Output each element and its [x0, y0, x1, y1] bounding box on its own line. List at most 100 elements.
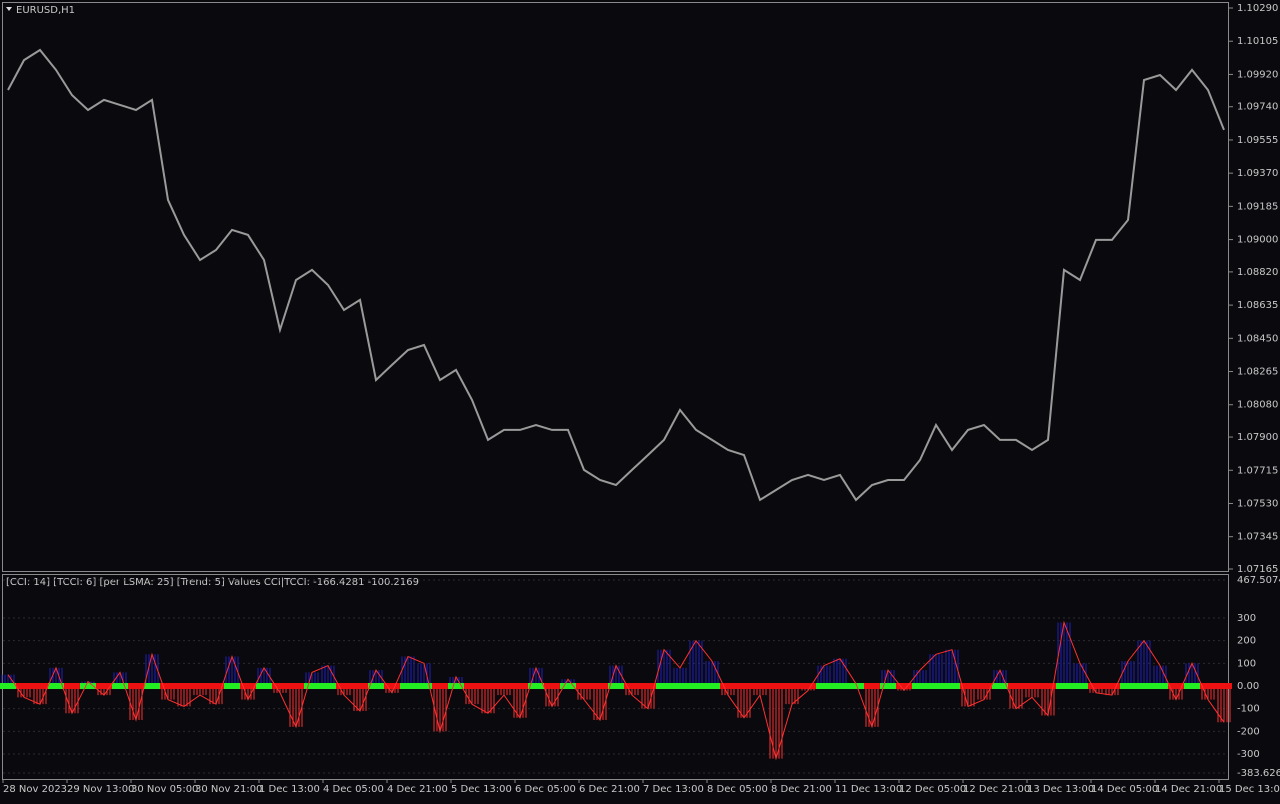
x-tick-label: 29 Nov 13:00	[67, 784, 134, 795]
trend-segment	[336, 683, 352, 690]
trend-segment	[1008, 683, 1024, 690]
trend-segment	[128, 683, 144, 690]
trend-segment	[464, 683, 480, 690]
trend-segment	[64, 683, 80, 690]
trend-segment	[80, 683, 96, 690]
trend-segment	[752, 683, 768, 690]
x-tick-label: 30 Nov 05:00	[131, 784, 198, 795]
trend-segment	[208, 683, 224, 690]
trend-segment	[992, 683, 1008, 690]
trend-segment	[880, 683, 896, 690]
x-tick-label: 13 Dec 13:00	[1027, 784, 1094, 795]
trend-segment	[1104, 683, 1120, 690]
y-tick-label: 467.5074	[1237, 575, 1280, 586]
trend-segment	[1056, 683, 1072, 690]
x-tick-label: 8 Dec 05:00	[707, 784, 768, 795]
x-tick-label: 7 Dec 13:00	[643, 784, 704, 795]
trend-segment	[352, 683, 368, 690]
trend-segment	[224, 683, 240, 690]
trend-segment	[16, 683, 32, 690]
trend-segment	[544, 683, 560, 690]
trend-segment	[272, 683, 288, 690]
trend-segment	[864, 683, 880, 690]
y-tick-label: 1.09185	[1237, 201, 1278, 212]
trend-segment	[1168, 683, 1184, 690]
trend-segment	[720, 683, 736, 690]
x-tick-label: 1 Dec 13:00	[259, 784, 320, 795]
y-tick-label: 1.08265	[1237, 367, 1278, 378]
trend-segment	[96, 683, 112, 690]
trend-segment	[608, 683, 624, 690]
trend-segment	[1184, 683, 1200, 690]
y-tick-label: -300	[1237, 749, 1260, 760]
trend-segment	[144, 683, 160, 690]
y-tick-label: 100	[1237, 658, 1256, 669]
trend-segment	[448, 683, 464, 690]
trend-segment	[480, 683, 496, 690]
y-tick-label: 1.08635	[1237, 300, 1278, 311]
x-tick-label: 12 Dec 21:00	[963, 784, 1030, 795]
x-tick-label: 30 Nov 21:00	[195, 784, 262, 795]
y-tick-label: 1.09740	[1237, 102, 1278, 113]
trend-segment	[560, 683, 576, 690]
trend-segment	[416, 683, 432, 690]
y-tick-label: 300	[1237, 613, 1256, 624]
y-tick-label: 1.07345	[1237, 532, 1278, 543]
y-tick-label: 0.00	[1237, 681, 1259, 692]
trend-segment	[1152, 683, 1168, 690]
y-tick-label: 1.10105	[1237, 36, 1278, 47]
price-line	[7, 48, 1225, 502]
trend-segment	[576, 683, 592, 690]
trend-segment	[432, 683, 448, 690]
trend-segment	[592, 683, 608, 690]
x-tick-label: 8 Dec 21:00	[771, 784, 832, 795]
y-tick-label: -200	[1237, 726, 1260, 737]
price-panel	[2, 2, 1229, 572]
trend-segment	[400, 683, 416, 690]
trend-segment	[688, 683, 704, 690]
x-tick-label: 4 Dec 05:00	[323, 784, 384, 795]
cci-line	[7, 620, 1225, 761]
y-tick-label: 1.07715	[1237, 465, 1278, 476]
indicator-title: [CCI: 14] [TCCI: 6] [per LSMA: 25] [Tren…	[6, 577, 419, 588]
x-tick-label: 15 Dec 13:00	[1219, 784, 1280, 795]
y-tick-label: 1.09920	[1237, 69, 1278, 80]
trend-segment	[672, 683, 688, 690]
trend-segment	[704, 683, 720, 690]
trend-segment	[512, 683, 528, 690]
trend-segment	[896, 683, 912, 690]
y-tick-label: 1.09000	[1237, 235, 1278, 246]
y-tick-label: 1.07530	[1237, 498, 1278, 509]
trend-segment	[912, 683, 928, 690]
y-tick-label: -100	[1237, 704, 1260, 715]
trend-segment	[192, 683, 208, 690]
trend-segment	[48, 683, 64, 690]
trend-segment	[528, 683, 544, 690]
y-tick-label: 1.08450	[1237, 333, 1278, 344]
trend-segment	[944, 683, 960, 690]
trend-segment	[800, 683, 816, 690]
x-tick-label: 12 Dec 05:00	[899, 784, 966, 795]
dropdown-icon[interactable]	[6, 7, 12, 11]
trend-segment	[1136, 683, 1152, 690]
x-tick-label: 14 Dec 21:00	[1155, 784, 1222, 795]
y-tick-label: -383.6264	[1237, 768, 1280, 779]
trend-segment	[0, 683, 16, 690]
trend-segment	[976, 683, 992, 690]
y-tick-label: 1.10290	[1237, 3, 1278, 14]
trend-segment	[768, 683, 784, 690]
x-tick-label: 14 Dec 05:00	[1091, 784, 1158, 795]
trend-segment	[240, 683, 256, 690]
trend-segment	[816, 683, 832, 690]
y-tick-label: 1.07900	[1237, 432, 1278, 443]
trend-segment	[656, 683, 672, 690]
symbol-title: EURUSD,H1	[16, 5, 75, 16]
trend-segment	[1024, 683, 1040, 690]
trend-segment	[960, 683, 976, 690]
y-tick-label: 200	[1237, 636, 1256, 647]
trend-segment	[736, 683, 752, 690]
trend-segment	[640, 683, 656, 690]
y-tick-label: 1.08820	[1237, 267, 1278, 278]
